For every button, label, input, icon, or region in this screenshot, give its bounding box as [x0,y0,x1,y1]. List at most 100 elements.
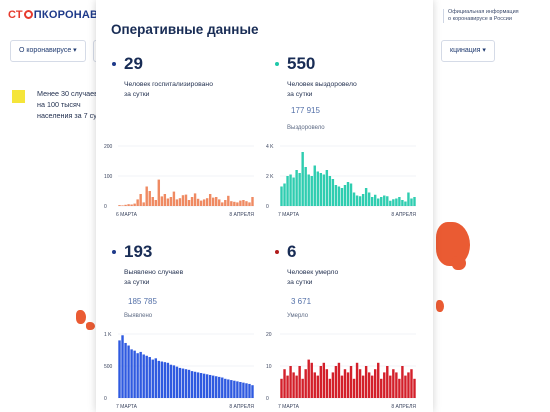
chart-bar[interactable] [215,376,218,398]
chart-bar[interactable] [380,197,383,206]
chart-bar[interactable] [349,183,353,207]
chart-bar[interactable] [184,194,188,206]
chart-bar[interactable] [280,378,283,398]
chart-bar[interactable] [352,378,356,398]
chart-bar[interactable] [227,195,230,206]
chart-bar[interactable] [410,369,413,398]
chart-bar[interactable] [364,188,368,206]
map-region[interactable] [76,310,86,324]
map-region[interactable] [86,322,95,330]
chart-bar[interactable] [184,369,188,398]
chart-bar[interactable] [199,373,203,398]
chart-bar[interactable] [364,366,368,398]
chart-bar[interactable] [196,198,200,206]
chart-bar[interactable] [370,375,374,398]
chart-bar[interactable] [370,197,374,206]
chart-bar[interactable] [142,202,145,206]
chart-bar[interactable] [154,200,157,206]
chart-bar[interactable] [316,375,319,398]
map-region[interactable] [436,300,444,312]
chart-bar[interactable] [292,177,295,207]
chart-bar[interactable] [218,376,221,398]
chart-bar[interactable] [133,203,136,206]
chart-bar[interactable] [337,186,341,207]
chart-bar[interactable] [121,335,124,398]
chart-bar[interactable] [208,374,212,398]
chart-bar[interactable] [211,375,215,398]
chart-bar[interactable] [224,378,227,398]
chart-bar[interactable] [124,204,127,206]
chart-bar[interactable] [236,381,239,398]
chart-bar[interactable] [401,366,404,398]
chart-bar[interactable] [130,204,133,207]
chart-bar[interactable] [295,375,298,398]
chart-bar[interactable] [145,186,148,207]
chart-bar[interactable] [331,179,335,206]
chart-bar[interactable] [352,192,356,207]
chart-bar[interactable] [211,197,215,206]
chart-bar[interactable] [383,195,386,207]
chart-bar[interactable] [154,358,157,398]
chart-bar[interactable] [401,200,404,206]
chart-bar[interactable] [367,372,371,398]
chart-bar[interactable] [245,383,248,398]
chart-bar[interactable] [307,359,310,398]
chart-bar[interactable] [139,194,142,206]
chart-bar[interactable] [340,188,344,206]
chart-bar[interactable] [145,355,148,398]
chart-bar[interactable] [349,366,353,398]
chart-bar[interactable] [304,167,307,206]
chart-bar[interactable] [289,366,292,398]
chart-bar[interactable] [367,192,371,207]
chart-bar[interactable] [118,340,121,398]
chart-bar[interactable] [251,385,254,398]
chart-bar[interactable] [230,201,233,206]
chart-bar[interactable] [373,194,377,206]
chart-bar[interactable] [166,198,170,207]
chart-bar[interactable] [383,372,386,398]
chart-bar[interactable] [307,174,310,207]
chart-bar[interactable] [319,366,323,398]
chart-bar[interactable] [289,174,292,207]
chart-bar[interactable] [239,200,242,206]
chart-bar[interactable] [325,369,329,398]
chart-bar[interactable] [118,205,121,206]
chart-bar[interactable] [404,375,407,398]
chart-bar[interactable] [380,378,383,398]
chart-bar[interactable] [160,361,164,398]
site-logo[interactable]: СТ ПКОРОНАВИ [8,9,106,21]
chart-bar[interactable] [248,202,251,206]
chart-bar[interactable] [304,369,307,398]
chart-bar[interactable] [181,368,185,398]
chart-bar[interactable] [242,200,245,206]
chart-bar[interactable] [413,197,416,206]
chart-bar[interactable] [199,200,203,206]
chart-bar[interactable] [334,185,338,206]
chart-bar[interactable] [157,360,161,398]
chart-bar[interactable] [395,372,398,398]
chart-bar[interactable] [322,174,326,207]
chart-bar[interactable] [301,378,304,398]
chart-bar[interactable] [398,197,401,206]
chart-bar[interactable] [172,191,176,206]
chart-bar[interactable] [187,369,191,398]
chart-bar[interactable] [239,382,242,398]
chart-bar[interactable] [331,372,335,398]
chart-bar[interactable] [221,377,224,398]
nav-about-covid[interactable]: О коронавирусе ▾ [10,40,86,62]
chart-bar[interactable] [148,357,151,398]
chart-bar[interactable] [286,375,289,398]
chart-bar[interactable] [407,372,410,398]
chart-bar[interactable] [227,379,230,398]
chart-bar[interactable] [205,374,209,398]
chart-bar[interactable] [361,375,365,398]
chart-bar[interactable] [301,152,304,206]
chart-bar[interactable] [248,383,251,398]
chart-bar[interactable] [280,186,283,207]
chart-bar[interactable] [166,362,170,398]
chart-bar[interactable] [386,196,389,206]
chart-bar[interactable] [355,362,359,398]
chart-bar[interactable] [208,194,212,206]
chart-bar[interactable] [218,199,221,206]
chart-bar[interactable] [343,369,347,398]
